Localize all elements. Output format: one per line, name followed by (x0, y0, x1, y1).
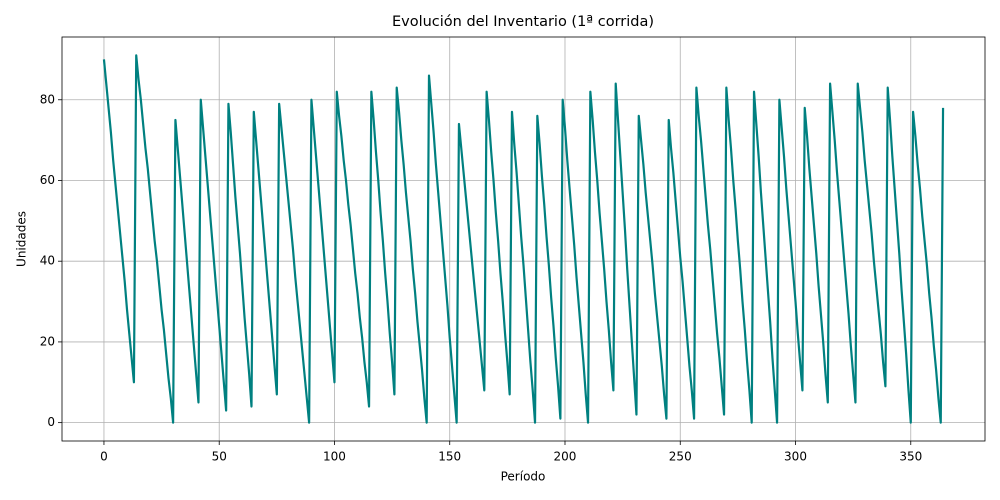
x-axis-label: Período (501, 470, 546, 484)
x-tick-label: 50 (212, 450, 227, 464)
y-tick-label: 80 (40, 92, 55, 106)
plot-area (102, 54, 945, 424)
y-axis-label: Unidades (15, 211, 29, 267)
axes-frame (61, 36, 986, 442)
chart-title: Evolución del Inventario (1ª corrida) (392, 14, 654, 30)
x-tick-label: 350 (899, 450, 922, 464)
x-tick-label: 100 (323, 450, 346, 464)
x-tick-label: 300 (784, 450, 807, 464)
x-tick-label: 150 (438, 450, 461, 464)
x-tick-label: 250 (669, 450, 692, 464)
y-tick-label: 40 (40, 254, 55, 268)
y-tick-label: 0 (47, 415, 55, 429)
data-line (102, 54, 945, 424)
y-tick-label: 60 (40, 173, 55, 187)
x-tick-label: 200 (554, 450, 577, 464)
x-tick-label: 0 (100, 450, 108, 464)
y-tick-label: 20 (40, 334, 55, 348)
